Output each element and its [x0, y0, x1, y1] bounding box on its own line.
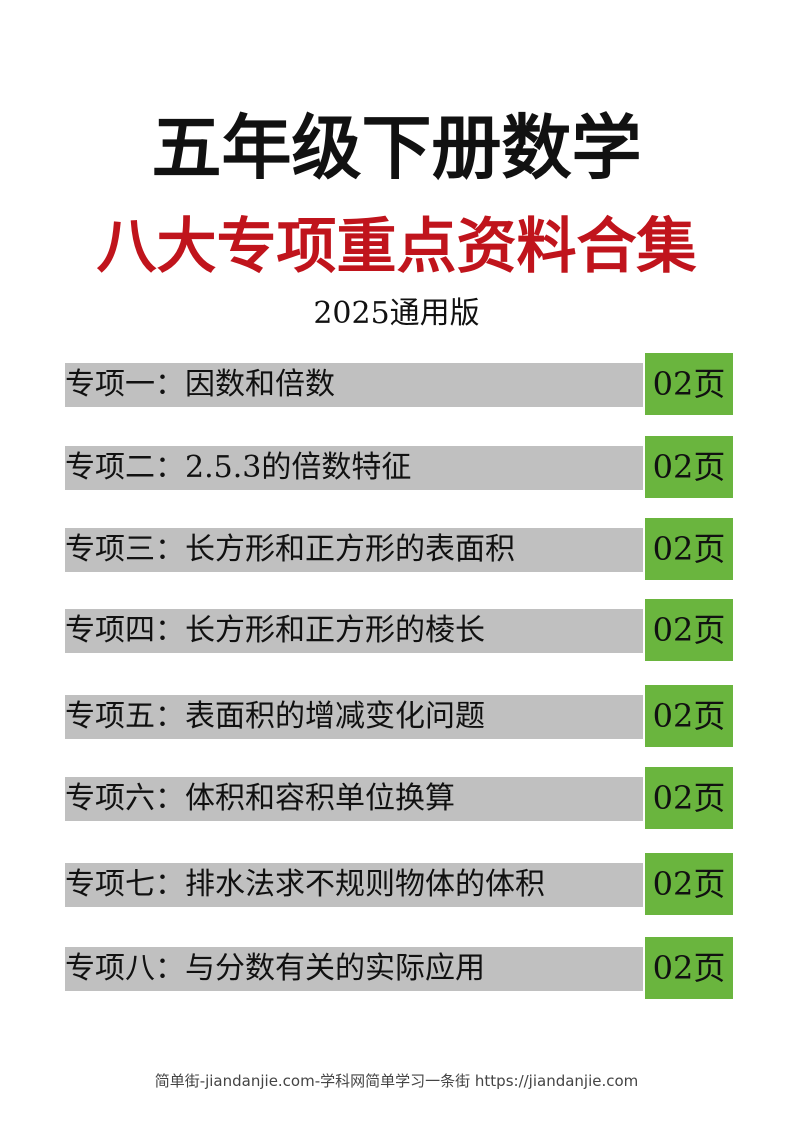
item-page: 02页 — [645, 599, 733, 661]
item-row: 专项二：2.5.3的倍数特征 02页 — [65, 436, 740, 500]
item-label: 专项一：因数和倍数 — [65, 363, 643, 407]
item-page: 02页 — [645, 436, 733, 498]
item-page: 02页 — [645, 353, 733, 415]
item-page: 02页 — [645, 767, 733, 829]
item-label: 专项二：2.5.3的倍数特征 — [65, 446, 643, 490]
item-label: 专项七：排水法求不规则物体的体积 — [65, 863, 643, 907]
edition: 2025通用版 — [313, 296, 480, 331]
item-row: 专项一：因数和倍数 02页 — [65, 353, 740, 417]
item-row: 专项七：排水法求不规则物体的体积 02页 — [65, 853, 740, 917]
title: 五年级下册数学 — [151, 107, 642, 189]
item-label: 专项四：长方形和正方形的棱长 — [65, 609, 643, 653]
item-row: 专项六：体积和容积单位换算 02页 — [65, 767, 740, 831]
item-label: 专项八：与分数有关的实际应用 — [65, 947, 643, 991]
item-row: 专项四：长方形和正方形的棱长 02页 — [65, 599, 740, 663]
item-page: 02页 — [645, 685, 733, 747]
item-page: 02页 — [645, 853, 733, 915]
item-row: 专项五：表面积的增减变化问题 02页 — [65, 685, 740, 749]
item-row: 专项三：长方形和正方形的表面积 02页 — [65, 518, 740, 582]
footer: 简单街-jiandanjie.com-学科网简单学习一条街 https://ji… — [154, 1072, 639, 1090]
item-label: 专项三：长方形和正方形的表面积 — [65, 528, 643, 572]
item-row: 专项八：与分数有关的实际应用 02页 — [65, 937, 740, 1001]
subtitle: 八大专项重点资料合集 — [96, 212, 697, 282]
item-page: 02页 — [645, 518, 733, 580]
item-label: 专项六：体积和容积单位换算 — [65, 777, 643, 821]
item-label: 专项五：表面积的增减变化问题 — [65, 695, 643, 739]
item-page: 02页 — [645, 937, 733, 999]
